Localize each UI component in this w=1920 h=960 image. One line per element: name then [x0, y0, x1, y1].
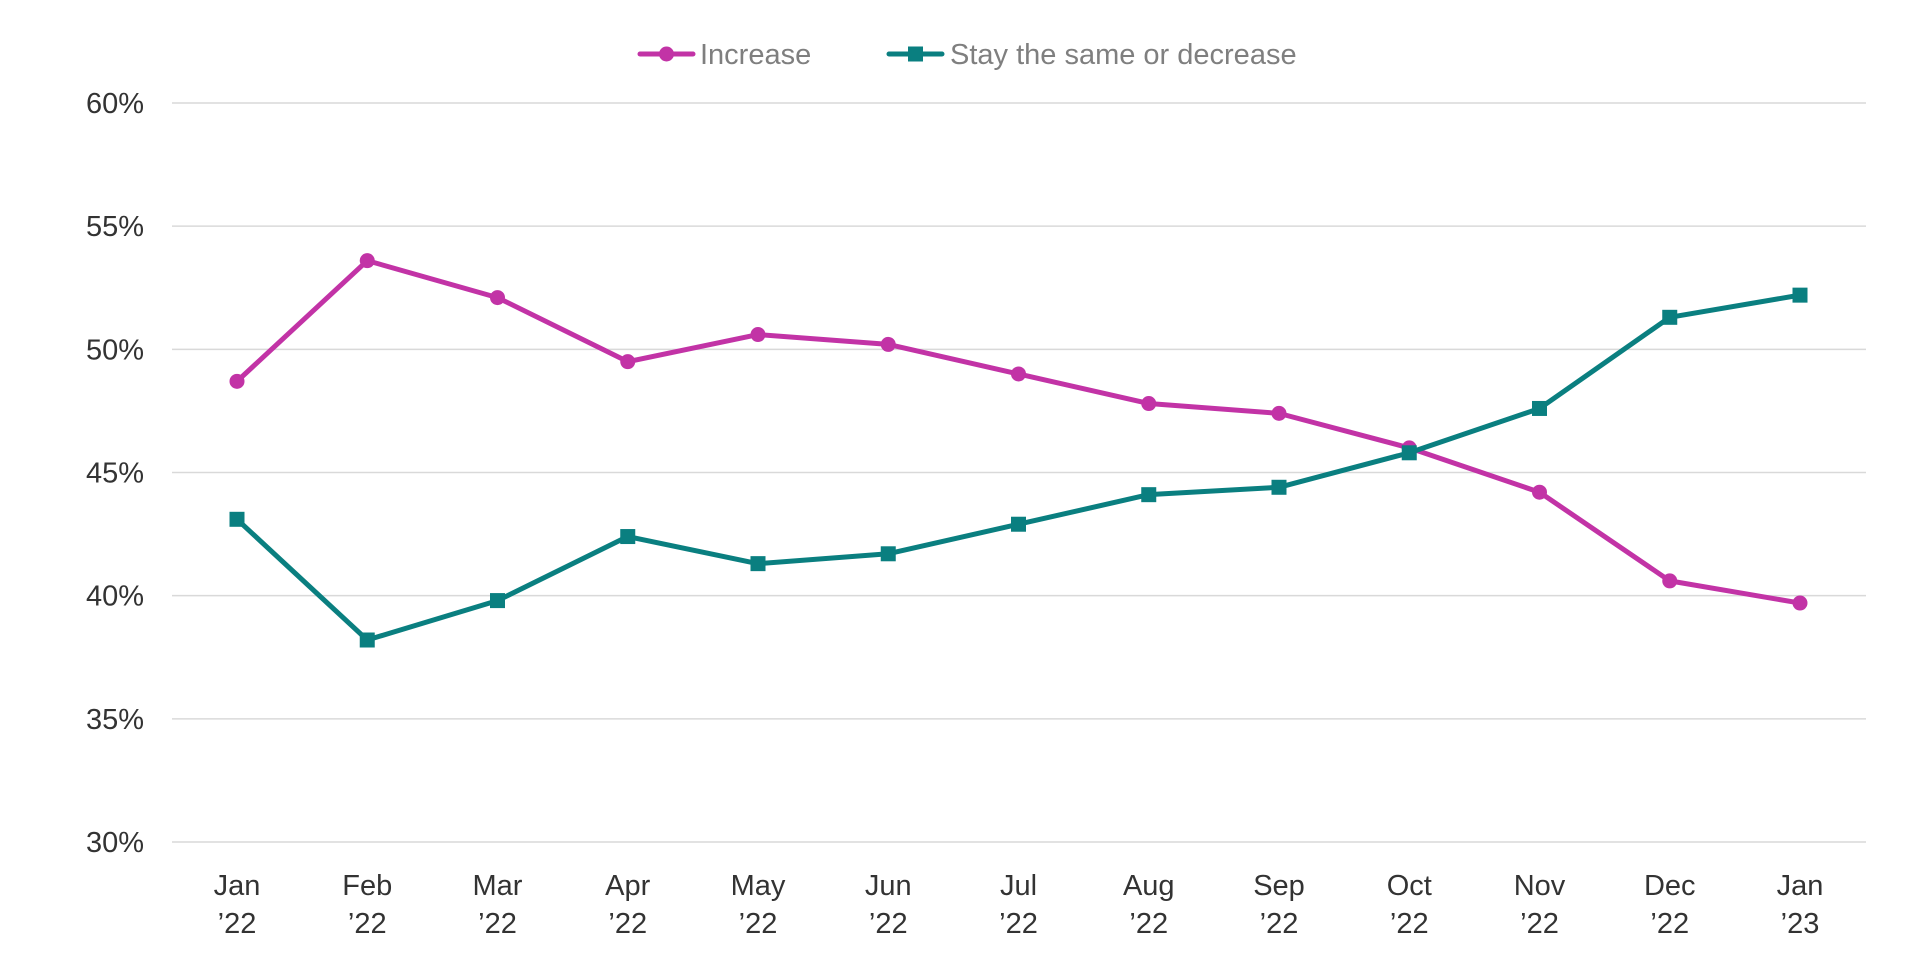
legend: Increase Stay the same or decrease: [637, 39, 1297, 71]
gridlines: [172, 102, 1866, 843]
x-tick-month: Mar: [473, 870, 523, 902]
x-tick-month: Nov: [1514, 870, 1566, 902]
data-point: [1792, 595, 1808, 611]
x-tick-month: Apr: [605, 870, 650, 902]
series-area: [229, 253, 1808, 648]
data-point: [880, 546, 896, 562]
x-tick-month: May: [731, 870, 786, 902]
y-tick-label: 60%: [86, 88, 144, 120]
data-point: [750, 556, 766, 572]
data-point: [1792, 287, 1808, 303]
y-tick-label: 35%: [86, 704, 144, 736]
legend-item: Increase: [637, 39, 811, 71]
series-line-stay-the-same-or-decrease: [234, 292, 1803, 643]
x-tick-year: ’22: [1650, 908, 1689, 940]
x-tick-label: Apr ’22: [605, 870, 650, 940]
x-tick-label: Sep ’22: [1253, 870, 1305, 940]
x-tick-month: Sep: [1253, 870, 1305, 902]
x-tick-year: ’22: [869, 908, 908, 940]
data-point: [359, 632, 375, 648]
x-tick-month: Dec: [1644, 870, 1696, 902]
x-tick-label: Dec ’22: [1644, 870, 1696, 940]
series-line-increase: [234, 258, 1803, 606]
legend-label: Increase: [700, 39, 811, 71]
data-point: [1662, 309, 1678, 325]
data-point: [1271, 405, 1287, 421]
x-tick-year: ’22: [1390, 908, 1429, 940]
x-tick-label: May ’22: [731, 870, 786, 940]
legend-square-marker: [908, 46, 923, 62]
x-tick-year: ’22: [1129, 908, 1168, 940]
data-point: [490, 593, 505, 609]
data-point: [620, 529, 636, 545]
legend-circle-marker: [659, 46, 674, 62]
data-point: [1662, 573, 1678, 589]
x-tick-month: Feb: [342, 870, 392, 902]
x-tick-label: Oct ’22: [1387, 870, 1432, 940]
legend-label: Stay the same or decrease: [950, 39, 1297, 71]
x-tick-year: ’22: [1520, 908, 1559, 940]
x-tick-label: Mar ’22: [473, 870, 523, 940]
x-tick-label: Nov ’22: [1514, 870, 1566, 940]
data-point: [880, 336, 896, 352]
x-tick-year: ’22: [218, 908, 257, 940]
x-tick-label: Feb ’22: [342, 870, 392, 940]
data-point: [1271, 479, 1287, 495]
x-tick-label: Jun ’22: [865, 870, 912, 940]
x-tick-month: Jan: [1777, 870, 1824, 902]
series-increase: [229, 253, 1808, 611]
x-tick-label: Aug ’22: [1123, 870, 1175, 940]
x-tick-year: ’22: [608, 908, 647, 940]
data-point: [1532, 484, 1547, 500]
x-tick-year: ’22: [478, 908, 517, 940]
x-tick-label: Jan ’22: [214, 870, 261, 940]
x-tick-month: Jun: [865, 870, 912, 902]
x-tick-year: ’23: [1781, 908, 1820, 940]
data-point: [1532, 400, 1547, 416]
x-tick-month: Jan: [214, 870, 261, 902]
data-point: [1141, 487, 1157, 503]
x-tick-year: ’22: [1260, 908, 1299, 940]
x-tick-month: Aug: [1123, 870, 1175, 902]
data-point: [750, 327, 766, 343]
data-point: [490, 290, 505, 306]
data-point: [229, 373, 245, 389]
data-point: [359, 253, 375, 269]
x-tick-label: Jul ’22: [999, 870, 1038, 940]
data-point: [1011, 366, 1026, 382]
x-tick-label: Jan ’23: [1777, 870, 1824, 940]
data-point: [1401, 445, 1417, 461]
data-point: [1011, 516, 1026, 532]
x-tick-month: Jul: [1000, 870, 1037, 902]
y-tick-label: 55%: [86, 211, 144, 243]
legend-item: Stay the same or decrease: [886, 39, 1297, 71]
y-axis: 30% 35% 40% 45% 50% 55% 60%: [86, 88, 144, 859]
y-tick-label: 30%: [86, 827, 144, 859]
x-tick-month: Oct: [1387, 870, 1432, 902]
x-axis: Jan ’22 Feb ’22 Mar ’22 Apr ’22 May ’22 Jun ’22 Jul ’…: [214, 870, 1824, 940]
x-tick-year: ’22: [348, 908, 387, 940]
y-tick-label: 40%: [86, 581, 144, 613]
data-point: [620, 354, 636, 370]
y-tick-label: 45%: [86, 458, 144, 490]
x-tick-year: ’22: [739, 908, 778, 940]
series-stay-the-same-or-decrease: [229, 287, 1808, 648]
x-tick-year: ’22: [999, 908, 1038, 940]
data-point: [229, 511, 245, 527]
y-tick-label: 50%: [86, 334, 144, 366]
data-point: [1141, 396, 1157, 412]
